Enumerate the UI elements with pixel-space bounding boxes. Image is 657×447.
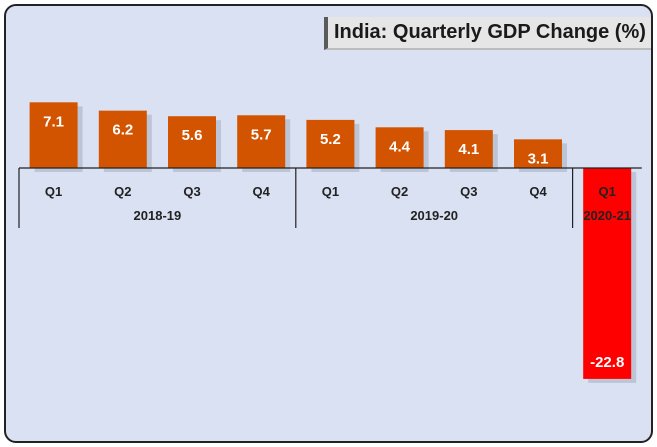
bar-4 <box>306 119 355 168</box>
x-tick-label-7: Q4 <box>529 184 547 199</box>
x-tick-label-1: Q2 <box>114 184 131 199</box>
x-tick-label-5: Q2 <box>391 184 408 199</box>
data-label-2: 5.6 <box>182 127 203 144</box>
bar-0 <box>29 102 78 168</box>
chart-title: India: Quarterly GDP Change (%) <box>324 17 651 50</box>
bar-8 <box>583 168 632 379</box>
chart-frame: India: Quarterly GDP Change (%) 7.1 6.2 5.… <box>4 4 653 443</box>
x-tick-label-3: Q4 <box>253 184 271 199</box>
data-label-3: 5.7 <box>251 126 272 143</box>
bar-3 <box>237 115 286 168</box>
data-label-1: 6.2 <box>112 122 133 139</box>
bar-6 <box>444 130 493 168</box>
data-label-8: -22.8 <box>590 354 624 371</box>
bar-2 <box>168 116 216 168</box>
bar-1 <box>98 110 147 168</box>
data-label-4: 5.2 <box>320 131 341 148</box>
data-label-5: 4.4 <box>389 138 411 155</box>
x-tick-label-0: Q1 <box>45 184 62 199</box>
x-tick-label-8: Q1 <box>599 184 616 199</box>
data-label-6: 4.1 <box>458 141 479 158</box>
data-label-7: 3.1 <box>528 150 549 167</box>
data-label-0: 7.1 <box>43 113 64 130</box>
bar-chart: 7.1 6.2 5.6 5.7 5.2 4.4 4.1 3.1 -22.8 Q1 Q2 Q3 Q4 Q1 Q… <box>18 102 642 383</box>
bar-5 <box>375 127 424 168</box>
x-tick-label-6: Q3 <box>460 184 477 199</box>
x-tick-label-4: Q1 <box>322 184 339 199</box>
x-tick-label-2: Q3 <box>183 184 200 199</box>
group-label-2: 2020-21 <box>583 208 631 223</box>
group-label-1: 2019-20 <box>410 208 458 223</box>
bar-7 <box>514 139 562 168</box>
group-label-0: 2018-19 <box>134 208 182 223</box>
